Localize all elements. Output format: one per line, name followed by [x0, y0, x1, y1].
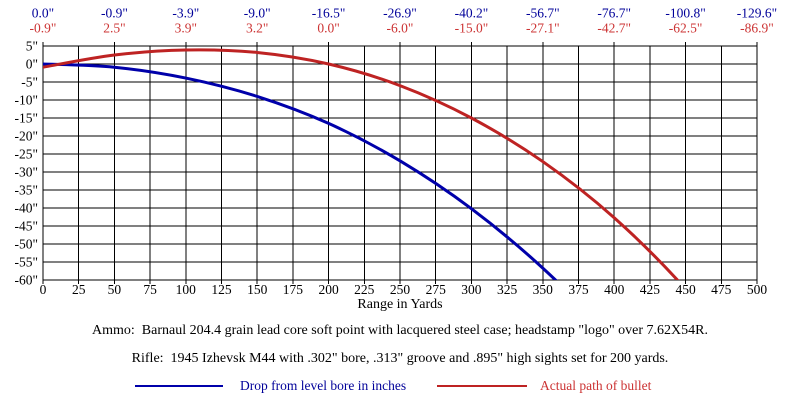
- path-value-label: -62.5": [669, 21, 703, 36]
- x-tick-label: 400: [604, 282, 625, 297]
- bullet-path-curve: [43, 48, 680, 280]
- y-tick-label: -10": [14, 93, 38, 108]
- path-value-label: -0.9": [30, 21, 57, 36]
- rifle-note: Rifle: 1945 Izhevsk M44 with .302" bore,…: [131, 351, 669, 366]
- drop-value-label: -76.7": [597, 6, 631, 21]
- x-tick-label: 350: [533, 282, 554, 297]
- x-tick-label: 100: [176, 282, 197, 297]
- path-value-label: 2.5": [103, 21, 125, 36]
- path-value-label: 3.9": [175, 21, 197, 36]
- drop-series-line-swatch: [135, 385, 223, 387]
- x-tick-label: 50: [108, 282, 122, 297]
- drop-value-label: -56.7": [526, 6, 560, 21]
- y-tick-label: -45": [14, 219, 38, 234]
- x-tick-label: 175: [283, 282, 304, 297]
- y-tick-label: 0": [26, 57, 38, 72]
- x-tick-label: 250: [390, 282, 411, 297]
- x-tick-label: 300: [461, 282, 482, 297]
- x-tick-label: 325: [497, 282, 518, 297]
- y-tick-label: -25": [14, 147, 38, 162]
- y-tick-label: -55": [14, 255, 38, 270]
- drop-value-label: -16.5": [312, 6, 346, 21]
- path-value-label: -86.9": [740, 21, 774, 36]
- y-tick-label: 5": [26, 39, 38, 54]
- y-tick-label: -30": [14, 165, 38, 180]
- y-tick-label: -35": [14, 183, 38, 198]
- y-tick-label: -60": [14, 273, 38, 288]
- drop-value-label: -26.9": [383, 6, 417, 21]
- drop-value-label: -9.0": [244, 6, 271, 21]
- x-tick-label: 225: [354, 282, 375, 297]
- y-tick-label: -5": [21, 75, 38, 90]
- x-tick-label: 0: [40, 282, 47, 297]
- x-tick-label: 450: [675, 282, 696, 297]
- x-tick-label: 375: [568, 282, 589, 297]
- drop-series-label: Drop from level bore in inches: [240, 378, 407, 393]
- trajectory-chart: 0 25 50 75 100 125 150 175 200 225 250 275 300 325 350…: [14, 6, 777, 298]
- y-tick-label: -20": [14, 129, 38, 144]
- drop-value-label: -40.2": [455, 6, 489, 21]
- x-tick-label: 425: [640, 282, 661, 297]
- x-tick-label: 500: [747, 282, 768, 297]
- y-tick-label: -50": [14, 237, 38, 252]
- legend: Drop from level bore in inches Actual pa…: [0, 376, 800, 396]
- x-tick-label: 475: [711, 282, 732, 297]
- path-value-label: 3.2": [246, 21, 268, 36]
- x-tick-label: 25: [72, 282, 86, 297]
- y-tick-label: -15": [14, 111, 38, 126]
- x-axis-title: Range in Yards: [357, 297, 443, 312]
- x-tick-label: 125: [211, 282, 232, 297]
- path-value-label: -27.1": [526, 21, 560, 36]
- path-series-label: Actual path of bullet: [540, 378, 652, 393]
- path-value-label: -42.7": [597, 21, 631, 36]
- x-tick-label: 275: [426, 282, 447, 297]
- x-tick-label: 150: [247, 282, 268, 297]
- drop-value-label: -129.6": [737, 6, 777, 21]
- path-value-label: -6.0": [387, 21, 414, 36]
- drop-value-label: -3.9": [172, 6, 199, 21]
- drop-value-label: 0.0": [32, 6, 54, 21]
- x-tick-label: 200: [318, 282, 339, 297]
- ammo-note: Ammo: Barnaul 204.4 grain lead core soft…: [92, 323, 708, 338]
- x-tick-label: 75: [143, 282, 157, 297]
- drop-value-label: -0.9": [101, 6, 128, 21]
- path-value-label: -15.0": [455, 21, 489, 36]
- drop-curve: [43, 62, 558, 280]
- y-tick-label: -40": [14, 201, 38, 216]
- drop-value-label: -100.8": [665, 6, 705, 21]
- path-series-line-swatch: [437, 385, 527, 387]
- path-value-label: 0.0": [317, 21, 339, 36]
